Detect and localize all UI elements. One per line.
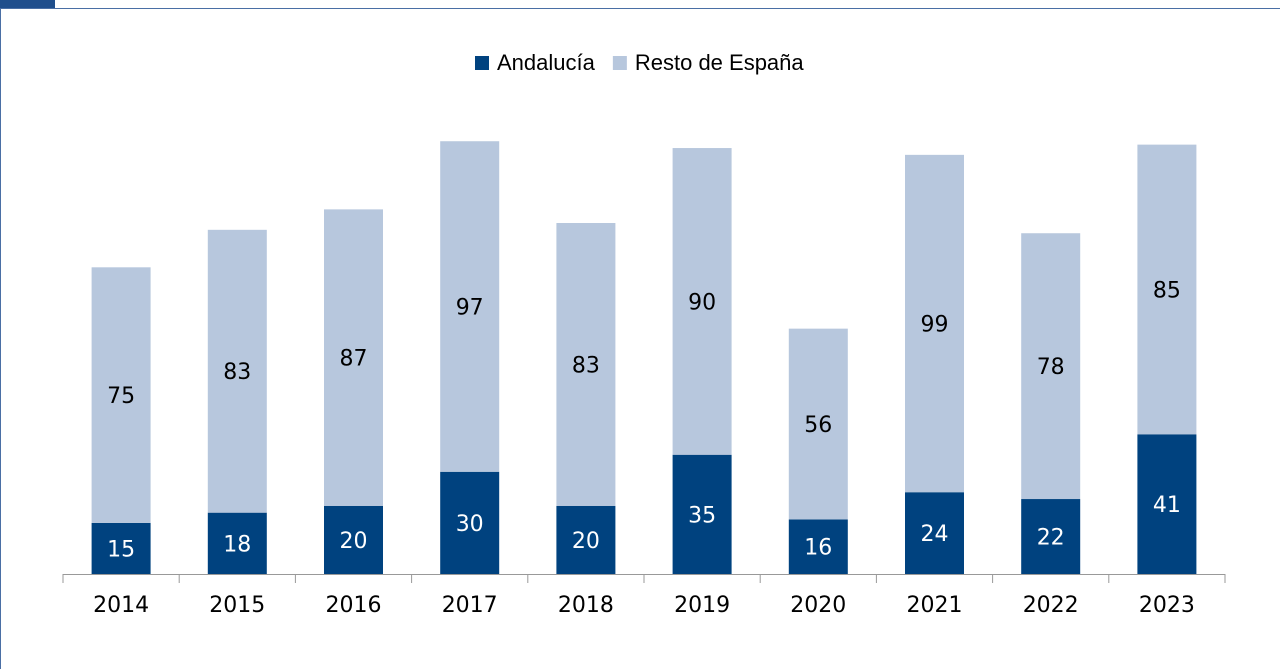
bar-segment [788,519,848,574]
bar-segment [1137,144,1197,435]
data-label: 75 [107,384,135,409]
bar-segment [324,505,383,574]
data-label: 56 [804,413,832,438]
data-label: 30 [456,512,484,537]
bar-segment [440,141,500,472]
x-tick-label: 2020 [790,593,846,618]
x-tick-label: 2014 [93,593,149,618]
x-tick-label: 2019 [674,593,730,618]
data-label: 20 [340,529,368,554]
legend-label: Resto de España [635,50,805,75]
bar-segment [207,229,267,513]
legend-swatch [612,56,627,70]
bar-segment [672,454,732,574]
data-label: 16 [804,536,832,561]
data-label: 99 [921,313,949,338]
data-label: 24 [921,522,949,547]
corner-tab [0,0,55,9]
bar-segment [556,223,616,506]
bar-segment [672,148,732,455]
data-label: 20 [572,529,600,554]
data-label: 90 [688,290,716,315]
bar-segment [324,209,383,506]
x-tick-label: 2018 [558,593,614,618]
legend-label: Andalucía [497,50,596,75]
legend: Andalucía Resto de España [475,50,804,75]
bar-segment [905,154,964,493]
bar-segment [440,471,500,574]
data-label: 15 [107,537,135,562]
bar-segment [905,492,964,574]
data-label: 22 [1037,526,1065,551]
bar-segment [91,267,151,523]
x-tick-label: 2015 [209,593,265,618]
x-tick-label: 2021 [907,593,963,618]
data-label: 83 [572,353,600,378]
data-label: 35 [688,503,716,528]
bar-segment [556,505,616,574]
x-tick-label: 2023 [1139,593,1195,618]
data-label: 18 [223,532,251,557]
data-label: 97 [456,295,484,320]
bar-segment [1137,434,1197,574]
bar-segment [91,522,151,574]
data-label: 87 [340,347,368,372]
data-label: 83 [223,360,251,385]
bar-segment [1021,233,1081,500]
data-label: 85 [1153,278,1181,303]
bar-segment [207,512,267,574]
legend-swatch [475,56,489,70]
bar-segment [1021,499,1081,574]
x-tick-label: 2016 [326,593,382,618]
bar-segment [788,328,848,520]
x-tick-label: 2022 [1023,593,1079,618]
data-label: 41 [1153,493,1181,518]
x-tick-label: 2017 [442,593,498,618]
data-label: 78 [1037,355,1065,380]
